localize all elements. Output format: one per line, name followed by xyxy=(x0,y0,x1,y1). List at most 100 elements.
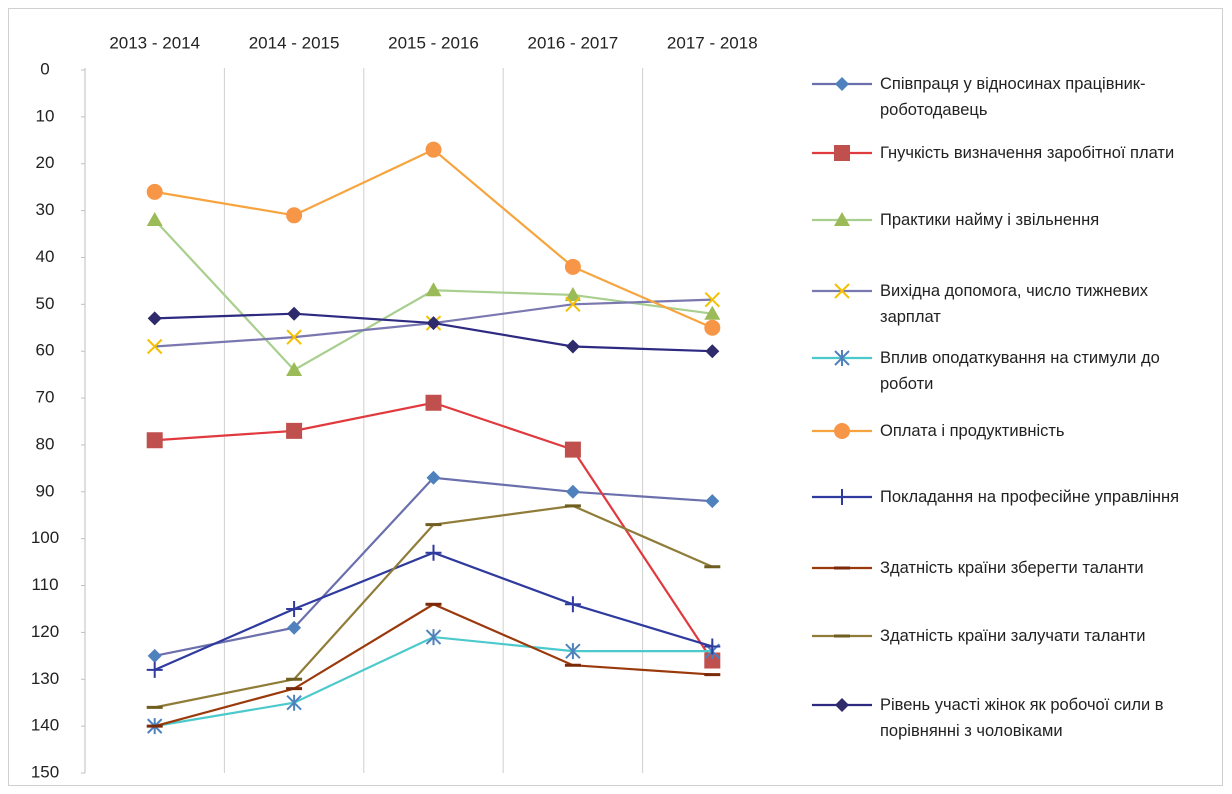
data-point xyxy=(426,316,441,331)
data-point xyxy=(147,648,162,663)
series-line xyxy=(154,551,713,671)
marker-shape xyxy=(425,544,442,561)
marker-shape xyxy=(704,319,721,336)
data-point xyxy=(704,319,721,336)
marker-shape xyxy=(834,145,850,161)
data-point xyxy=(564,258,581,275)
y-tick-label: 20 xyxy=(36,153,55,172)
legend-label: Співпраця у відносинах працівник-роботод… xyxy=(880,75,1146,119)
data-point xyxy=(287,620,302,635)
data-point xyxy=(565,339,580,354)
legend-marker xyxy=(834,350,850,366)
marker-shape xyxy=(286,361,303,376)
y-tick-label: 140 xyxy=(31,716,59,735)
marker-shape xyxy=(286,329,302,345)
marker-shape xyxy=(705,494,720,509)
x-tick-label: 2015 - 2016 xyxy=(388,33,479,52)
y-tick-label: 50 xyxy=(36,294,55,313)
legend-marker xyxy=(835,77,849,91)
legend-label: Оплата і продуктивність xyxy=(880,422,1065,440)
data-point xyxy=(704,638,721,655)
data-point xyxy=(146,432,163,449)
x-tick-label: 2013 - 2014 xyxy=(109,33,200,52)
marker-shape xyxy=(564,258,581,275)
marker-shape xyxy=(565,484,580,499)
marker-shape xyxy=(425,629,442,646)
data-point xyxy=(146,661,163,678)
marker-shape xyxy=(425,394,442,411)
y-tick-label: 10 xyxy=(36,106,55,125)
data-point xyxy=(705,344,720,359)
data-point xyxy=(425,282,442,297)
legend-marker xyxy=(834,283,850,299)
x-tick-label: 2016 - 2017 xyxy=(528,33,619,52)
marker-shape xyxy=(426,470,441,485)
legend-label: Практики найму і звільнення xyxy=(880,211,1100,229)
data-point xyxy=(146,183,163,200)
marker-shape xyxy=(146,183,163,200)
legend-label: Гнучкість визначення заробітної плати xyxy=(880,144,1175,162)
marker-shape xyxy=(147,648,162,663)
data-point xyxy=(564,596,581,613)
legend-marker xyxy=(834,423,850,439)
y-tick-label: 0 xyxy=(40,59,49,78)
marker-shape xyxy=(704,305,721,320)
y-tick-label: 90 xyxy=(36,481,55,500)
marker-shape xyxy=(146,211,163,226)
x-tick-label: 2017 - 2018 xyxy=(667,33,758,52)
legend-label: Здатність країни залучати таланти xyxy=(880,627,1146,645)
y-tick-label: 30 xyxy=(36,200,55,219)
marker-shape xyxy=(286,694,302,711)
legend-marker xyxy=(834,489,850,505)
x-tick-label: 2014 - 2015 xyxy=(249,33,340,52)
data-point xyxy=(286,694,302,711)
marker-shape xyxy=(286,207,303,224)
data-point xyxy=(425,544,442,561)
series-line xyxy=(154,635,713,728)
marker-shape xyxy=(425,282,442,297)
y-tick-label: 130 xyxy=(31,669,59,688)
marker-shape xyxy=(146,661,163,678)
marker-shape xyxy=(835,77,849,91)
data-point xyxy=(147,311,162,326)
marker-shape xyxy=(146,338,163,355)
chart-border xyxy=(8,8,1223,786)
marker-shape xyxy=(287,620,302,635)
data-point xyxy=(286,329,302,345)
marker-shape xyxy=(564,441,581,458)
legend-label: Здатність країни зберегти таланти xyxy=(880,559,1144,577)
data-point xyxy=(286,361,303,376)
data-point xyxy=(286,207,303,224)
series-line xyxy=(154,504,713,709)
data-point xyxy=(565,296,581,313)
data-point xyxy=(565,643,581,660)
marker-shape xyxy=(147,311,162,326)
marker-shape xyxy=(564,596,581,613)
data-point xyxy=(704,291,721,308)
data-point xyxy=(146,211,163,226)
marker-shape xyxy=(835,698,849,712)
marker-shape xyxy=(834,423,850,439)
y-tick-label: 60 xyxy=(36,341,55,360)
data-point xyxy=(705,494,720,509)
data-point xyxy=(287,306,302,321)
marker-shape xyxy=(834,489,850,505)
y-tick-label: 150 xyxy=(31,762,59,781)
y-tick-label: 70 xyxy=(36,388,55,407)
y-tick-label: 80 xyxy=(36,434,55,453)
data-point xyxy=(564,441,581,458)
marker-shape xyxy=(704,638,721,655)
legend-label: Вплив оподаткування на стимули до роботи xyxy=(880,349,1160,393)
marker-shape xyxy=(565,296,581,313)
data-point xyxy=(564,286,581,301)
legend-label: Покладання на професійне управління xyxy=(880,488,1180,506)
series-line xyxy=(154,603,713,728)
marker-shape xyxy=(426,316,441,331)
marker-shape xyxy=(834,350,850,366)
marker-shape xyxy=(564,286,581,301)
marker-shape xyxy=(834,283,850,299)
legend-marker xyxy=(835,698,849,712)
marker-shape xyxy=(565,339,580,354)
